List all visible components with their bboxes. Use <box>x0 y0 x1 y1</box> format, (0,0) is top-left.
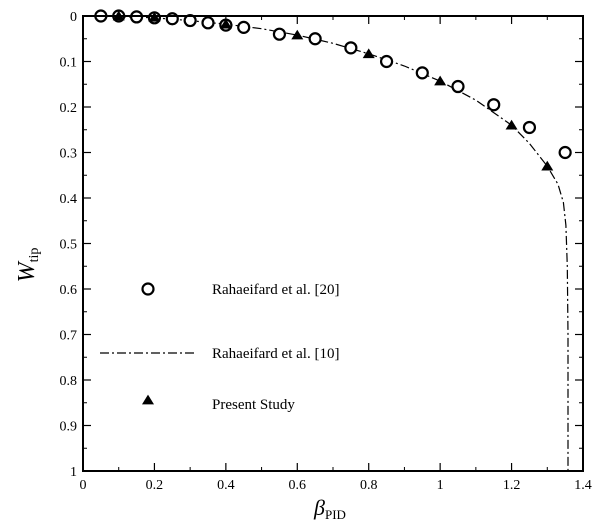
y-tick-label: 0.5 <box>60 238 78 253</box>
data-point-triangle <box>434 75 447 86</box>
y-tick-label: 0.3 <box>60 147 78 162</box>
y-tick-label: 0.2 <box>60 101 78 116</box>
series-layer <box>82 9 572 471</box>
x-axis-label: βPID <box>313 495 346 521</box>
axis-tick-labels: 0 0.2 0.4 0.6 0.8 1 1.2 1.4 0 0.1 0.2 0.3 0.4 0.5 0.6 0… <box>60 10 592 493</box>
data-point-circle <box>308 32 322 46</box>
data-point-triangle <box>291 29 304 40</box>
y-tick-label: 0.9 <box>60 420 78 435</box>
legend-circle-symbol <box>141 282 155 296</box>
y-tick-label: 0.1 <box>60 56 78 71</box>
data-point-triangle <box>541 160 554 171</box>
data-point-circle <box>344 41 358 55</box>
y-tick-label: 0.6 <box>60 283 78 298</box>
data-point-circle <box>558 145 572 160</box>
x-tick-label: 0.6 <box>289 478 307 493</box>
x-tick-label: 0.2 <box>146 478 164 493</box>
data-point-circle <box>201 16 215 30</box>
x-tick-label: 0 <box>80 478 87 493</box>
y-tick-label: 0.7 <box>60 329 78 344</box>
y-tick-label: 0.4 <box>60 192 78 207</box>
legend-label-present-study: Present Study <box>212 397 295 413</box>
axis-ticks <box>82 15 584 472</box>
data-point-circle <box>379 54 394 69</box>
legend: Rahaeifard et al. [20] Rahaeifard et al.… <box>100 282 339 413</box>
legend-triangle-symbol <box>142 394 154 405</box>
legend-marker-triangle <box>142 394 154 405</box>
x-tick-label: 1.2 <box>503 478 521 493</box>
data-point-circle <box>451 79 465 94</box>
y-tick-label: 0.8 <box>60 374 78 389</box>
series-line-rahaeifard-10 <box>82 15 569 471</box>
data-point-circle <box>522 120 537 135</box>
data-point-circle <box>165 12 179 26</box>
data-point-circle <box>487 98 501 112</box>
plot-frame <box>82 15 584 472</box>
data-point-triangle <box>362 48 375 59</box>
legend-marker-circle <box>141 282 155 296</box>
legend-label-rahaeifard-20: Rahaeifard et al. [20] <box>212 282 339 298</box>
data-point-triangle <box>505 119 518 130</box>
data-point-triangle <box>219 18 232 29</box>
y-tick-label: 0 <box>70 10 77 25</box>
data-point-circle <box>237 20 251 34</box>
y-tick-label: 1 <box>70 465 77 480</box>
data-point-circle <box>272 27 287 41</box>
x-tick-label: 0.4 <box>217 478 235 493</box>
x-tick-label: 1.4 <box>574 478 592 493</box>
data-point-circle <box>415 66 429 80</box>
x-tick-label: 1 <box>437 478 444 493</box>
x-tick-label: 0.8 <box>360 478 378 493</box>
y-axis-label: Wtip <box>14 248 42 283</box>
legend-label-rahaeifard-10: Rahaeifard et al. [10] <box>212 346 339 362</box>
